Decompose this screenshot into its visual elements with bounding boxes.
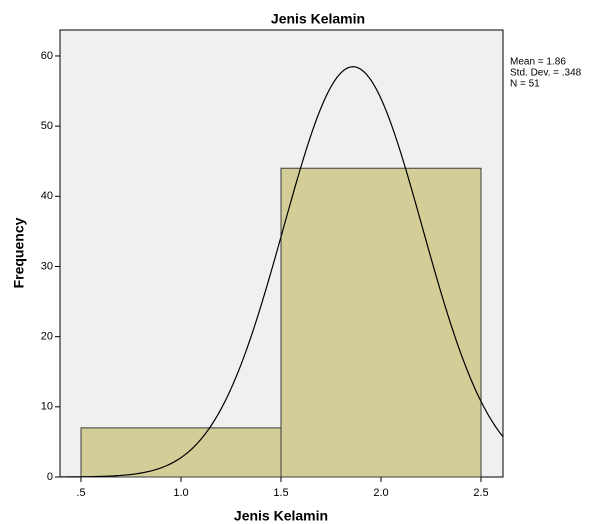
x-tick-label: 1.5 <box>273 487 288 499</box>
y-tick-label: 20 <box>41 331 53 343</box>
bar <box>80 427 282 478</box>
y-tick-label: 50 <box>41 120 53 132</box>
stat-label: Std. Dev. = .348 <box>510 68 582 79</box>
x-tick-label: .5 <box>76 487 85 499</box>
normal-curve <box>60 66 503 477</box>
stat-label: N = 51 <box>510 79 540 90</box>
x-axis-label: Jenis Kelamin <box>234 508 328 524</box>
x-tick-label: 2.5 <box>473 487 488 499</box>
bar <box>280 167 482 478</box>
x-tick-label: 2.0 <box>373 487 388 499</box>
stat-label: Mean = 1.86 <box>510 57 566 68</box>
y-tick-label: 0 <box>47 471 53 483</box>
y-tick-label: 60 <box>41 50 53 62</box>
y-axis-label: Frequency <box>11 217 27 288</box>
y-tick-label: 30 <box>41 260 53 272</box>
y-tick-label: 40 <box>41 190 53 202</box>
y-tick-label: 10 <box>41 401 53 413</box>
x-tick-label: 1.0 <box>173 487 188 499</box>
chart-title: Jenis Kelamin <box>271 11 365 27</box>
